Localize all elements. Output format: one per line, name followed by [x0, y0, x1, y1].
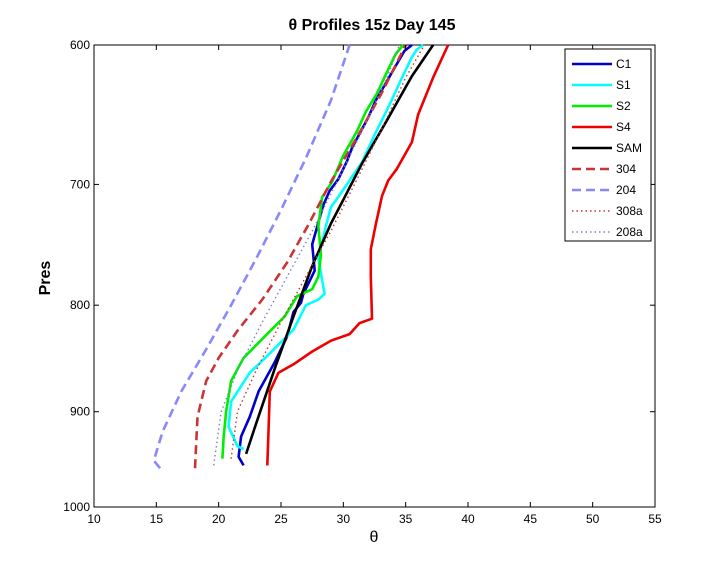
- x-tick-label: 35: [399, 512, 413, 526]
- legend-label-s2: S2: [616, 99, 631, 113]
- chart-title: θ Profiles 15z Day 145: [289, 17, 456, 34]
- x-tick-label: 30: [337, 512, 351, 526]
- plot-area: [93, 44, 656, 508]
- legend-label-sam: SAM: [616, 141, 642, 155]
- legend-label-c1: C1: [616, 57, 632, 71]
- legend-box: [564, 48, 652, 242]
- x-tick-label: 45: [524, 512, 538, 526]
- y-tick-label: 1000: [63, 500, 90, 514]
- series-line-sam: [244, 44, 435, 455]
- y-tick-label: 800: [70, 298, 90, 312]
- x-axis-label: θ: [370, 529, 379, 546]
- y-axis-label: Pres: [37, 261, 54, 296]
- legend-label-s1: S1: [616, 78, 631, 92]
- y-tick-label: 900: [70, 405, 90, 419]
- series-line-s1: [227, 43, 424, 451]
- legend: C1 S1 S2 S4 SAM 304 204 308a 208a: [564, 48, 652, 242]
- legend-label-304: 304: [616, 162, 636, 176]
- legend-label-204: 204: [616, 183, 636, 197]
- y-tick-label: 700: [70, 177, 90, 191]
- x-axis: 10 15 20 25 30 35 40 45 50 55: [87, 45, 662, 526]
- legend-label-208a: 208a: [616, 225, 643, 239]
- x-tick-label: 25: [274, 512, 288, 526]
- series-line-308a: [230, 44, 426, 459]
- series-layer: [152, 43, 450, 470]
- series-line-s2: [221, 44, 405, 459]
- x-tick-label: 40: [461, 512, 475, 526]
- series-line-208a: [213, 44, 401, 466]
- x-tick-label: 15: [150, 512, 164, 526]
- x-tick-label: 20: [212, 512, 226, 526]
- legend-label-308a: 308a: [616, 204, 643, 218]
- x-tick-label: 50: [586, 512, 600, 526]
- y-tick-label: 600: [70, 38, 90, 52]
- legend-label-s4: S4: [616, 120, 631, 134]
- series-line-204: [152, 44, 351, 470]
- x-tick-label: 55: [648, 512, 662, 526]
- series-line-s4: [266, 44, 450, 466]
- y-axis: 600 700 800 900 1000: [63, 38, 655, 514]
- x-tick-label: 10: [87, 512, 101, 526]
- series-line-304: [193, 44, 407, 469]
